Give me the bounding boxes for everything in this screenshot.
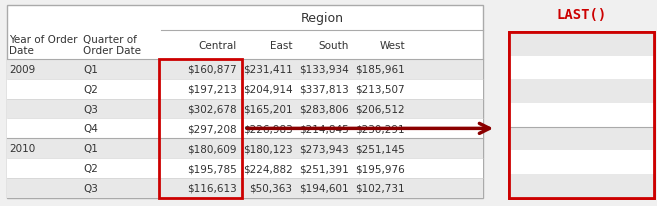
Text: $214,845: $214,845 xyxy=(299,124,349,134)
Text: $297,208: $297,208 xyxy=(512,110,562,120)
Text: Year of Order
Date: Year of Order Date xyxy=(9,35,78,56)
Bar xyxy=(7,6,483,198)
Text: Q1: Q1 xyxy=(83,65,98,75)
Text: $180,123: $180,123 xyxy=(243,144,292,153)
Text: $180,609: $180,609 xyxy=(512,134,562,144)
Text: $102,731: $102,731 xyxy=(355,183,405,193)
Text: $251,391: $251,391 xyxy=(299,163,349,173)
Text: $226,983: $226,983 xyxy=(243,124,292,134)
Text: 6: 6 xyxy=(645,40,651,50)
Text: $230,291: $230,291 xyxy=(355,124,405,134)
Text: Q1: Q1 xyxy=(83,144,98,153)
Text: 2009: 2009 xyxy=(9,65,35,75)
Text: Q3: Q3 xyxy=(83,183,98,193)
Text: $195,785: $195,785 xyxy=(512,157,562,167)
Bar xyxy=(509,33,654,198)
Bar xyxy=(509,80,654,104)
Text: 3: 3 xyxy=(645,110,651,120)
Bar xyxy=(509,33,654,56)
Bar xyxy=(509,174,654,198)
Text: $302,678: $302,678 xyxy=(187,104,237,114)
Text: $283,806: $283,806 xyxy=(299,104,349,114)
Bar xyxy=(7,80,483,99)
Bar xyxy=(7,60,483,80)
Text: $195,976: $195,976 xyxy=(355,163,405,173)
Text: 4: 4 xyxy=(645,87,651,97)
Bar xyxy=(7,158,483,178)
Text: $180,609: $180,609 xyxy=(187,144,237,153)
Text: $302,678: $302,678 xyxy=(512,87,562,97)
Bar xyxy=(509,56,654,80)
Text: $197,213: $197,213 xyxy=(187,84,237,94)
Text: Region: Region xyxy=(301,12,344,25)
Text: $231,411: $231,411 xyxy=(243,65,292,75)
Text: $273,943: $273,943 xyxy=(299,144,349,153)
Bar xyxy=(509,33,654,198)
Bar xyxy=(7,119,483,139)
Text: $337,813: $337,813 xyxy=(299,84,349,94)
Text: $197,213: $197,213 xyxy=(512,63,562,73)
Text: $251,145: $251,145 xyxy=(355,144,405,153)
Text: LAST(): LAST() xyxy=(556,8,606,22)
Text: $206,512: $206,512 xyxy=(355,104,405,114)
Text: 5: 5 xyxy=(645,63,651,73)
Text: $194,601: $194,601 xyxy=(299,183,349,193)
Text: Q4: Q4 xyxy=(83,124,98,134)
Text: $165,201: $165,201 xyxy=(243,104,292,114)
Text: $160,877: $160,877 xyxy=(187,65,237,75)
Text: 2010: 2010 xyxy=(9,144,35,153)
Text: Quarter of
Order Date: Quarter of Order Date xyxy=(83,35,141,56)
Text: East: East xyxy=(270,40,292,50)
Text: $116,613: $116,613 xyxy=(512,181,562,191)
Text: $204,914: $204,914 xyxy=(243,84,292,94)
Bar xyxy=(7,178,483,198)
Text: $185,961: $185,961 xyxy=(355,65,405,75)
Text: 0: 0 xyxy=(645,181,651,191)
Text: 2: 2 xyxy=(645,134,651,144)
Text: Q2: Q2 xyxy=(83,163,98,173)
Text: $297,208: $297,208 xyxy=(187,124,237,134)
Text: $160,877: $160,877 xyxy=(512,40,562,50)
Text: $213,507: $213,507 xyxy=(355,84,405,94)
Bar xyxy=(509,127,654,151)
Text: $116,613: $116,613 xyxy=(187,183,237,193)
Text: West: West xyxy=(379,40,405,50)
Text: Central: Central xyxy=(198,40,237,50)
Text: Q2: Q2 xyxy=(83,84,98,94)
Bar xyxy=(509,151,654,174)
Bar xyxy=(7,99,483,119)
Text: $224,882: $224,882 xyxy=(243,163,292,173)
Text: South: South xyxy=(319,40,349,50)
Text: 1: 1 xyxy=(645,157,651,167)
Bar xyxy=(7,139,483,158)
Text: $133,934: $133,934 xyxy=(299,65,349,75)
Text: $50,363: $50,363 xyxy=(250,183,292,193)
Text: $195,785: $195,785 xyxy=(187,163,237,173)
Text: Q3: Q3 xyxy=(83,104,98,114)
Bar xyxy=(159,60,242,198)
Bar xyxy=(509,104,654,127)
